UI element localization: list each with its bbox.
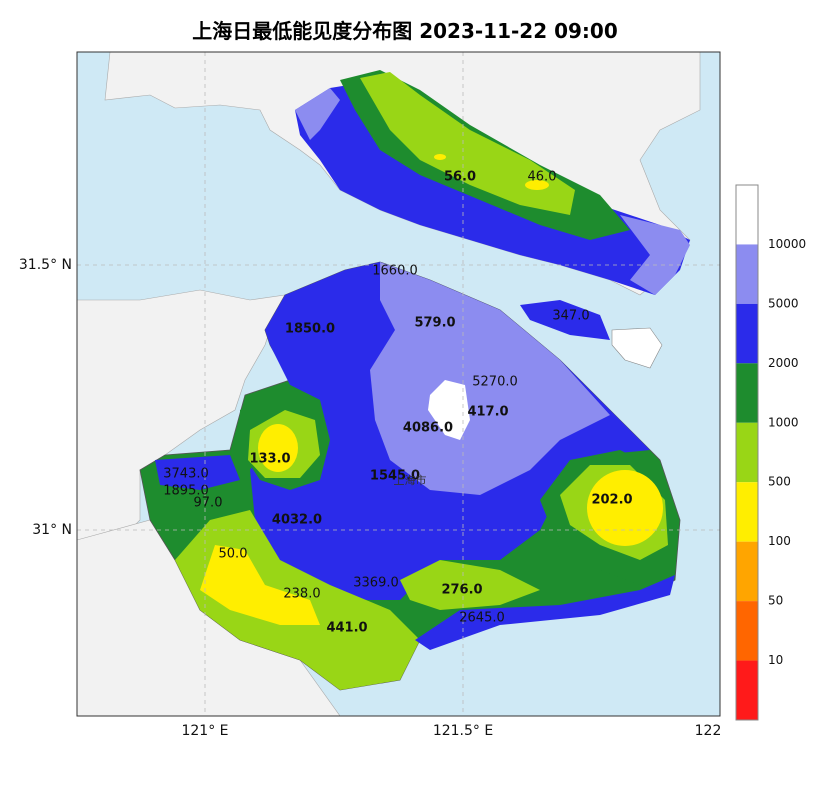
station-value: 3743.0 [163,467,209,482]
colorbar-swatch [736,660,758,720]
qingpu-blue [155,455,240,490]
colorbar-label: 1000 [768,415,799,429]
station-value: 133.0 [249,452,290,467]
colorbar-swatch [736,601,758,661]
station-value: 417.0 [467,405,508,420]
station-value: 56.0 [444,170,476,185]
island-yellow [525,180,549,190]
station-value: 1895.0 [163,484,209,499]
east-yellow [587,470,663,546]
mainland-purple [370,262,610,495]
place-label: 上海市 [394,473,427,487]
map-title: 上海日最低能见度分布图 2023-11-22 09:00 [192,19,618,43]
station-value: 1545.0 [370,469,420,484]
island-purple [620,215,690,295]
colorbar-label: 2000 [768,356,799,370]
station-labels: 56.0 46.0 1660.0 579.0 347.0 1850.0 5270.0 417.… [163,170,632,636]
colorbar-swatch [736,363,758,423]
station-value: 4086.0 [403,421,453,436]
colorbar-label: 50 [768,594,783,608]
station-value: 50.0 [219,547,248,562]
station-value: 202.0 [591,493,632,508]
colorbar-swatch [736,185,758,245]
station-value: 579.0 [414,316,455,331]
colorbar-frame [735,184,759,721]
station-value: 5270.0 [472,375,518,390]
colorbar-swatch [736,541,758,602]
colorbar-label: 500 [768,475,791,489]
station-value: 97.0 [194,496,223,511]
lon-label: 121° E [181,723,228,739]
urban-white [428,380,470,440]
station-value: 238.0 [283,587,320,602]
colorbar-swatch [736,482,758,542]
hengsha-island [611,327,663,369]
colorbar-label: 5000 [768,296,799,310]
colorbar-label: 10000 [768,237,806,251]
colorbar-swatch [736,422,758,483]
station-value: 3369.0 [353,576,399,591]
island-yellow [434,154,446,160]
colorbar-swatch [736,303,758,364]
station-value: 2645.0 [459,611,505,626]
station-value: 1660.0 [372,264,418,279]
lat-label: 31.5° N [19,257,72,273]
island-lightgreen [360,72,575,215]
station-value: 276.0 [441,583,482,598]
changxing-island [520,300,610,340]
colorbar: 10000 5000 2000 1000 500 100 50 10 [735,184,806,721]
south-yellow [200,545,320,625]
station-value: 441.0 [326,621,367,636]
station-value: 347.0 [552,309,589,324]
colorbar-swatch [736,244,758,304]
lon-label: 122 [695,723,722,739]
colorbar-label: 10 [768,653,783,667]
west-yellow [258,424,298,472]
station-value: 4032.0 [272,513,322,528]
station-value: 46.0 [528,170,557,185]
map-frame [76,51,721,717]
coast-blue [415,575,675,650]
station-value: 1850.0 [285,322,335,337]
lat-label: 31° N [32,522,72,538]
island-purple [295,88,340,140]
bay [340,600,720,716]
colorbar-label: 100 [768,534,791,548]
lon-label: 121.5° E [433,723,493,739]
fengxian-lightgreen [400,560,540,610]
